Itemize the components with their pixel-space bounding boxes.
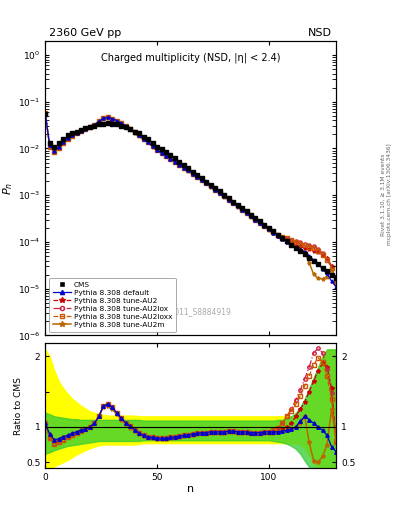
Pythia 8.308 tune-AU2loxx — [334, 280, 338, 286]
Pythia 8.308 default — [88, 124, 92, 130]
Pythia 8.308 tune-AU2 — [311, 248, 316, 254]
Pythia 8.308 tune-AU2lox — [311, 243, 316, 249]
Pythia 8.308 tune-AU2 — [168, 156, 173, 162]
Text: NSD: NSD — [308, 28, 332, 38]
Pythia 8.308 tune-AU2lox — [88, 124, 92, 130]
Text: Charged multiplicity (NSD, |η| < 2.4): Charged multiplicity (NSD, |η| < 2.4) — [101, 53, 280, 63]
Pythia 8.308 tune-AU2loxx — [88, 124, 92, 130]
CMS — [352, 288, 356, 294]
Pythia 8.308 tune-AU2 — [271, 229, 276, 236]
CMS — [334, 275, 338, 281]
Pythia 8.308 tune-AU2m — [168, 156, 173, 162]
Pythia 8.308 tune-AU2lox — [132, 130, 137, 136]
Pythia 8.308 tune-AU2m — [334, 279, 338, 285]
Pythia 8.308 tune-AU2 — [88, 124, 92, 130]
Text: 2360 GeV pp: 2360 GeV pp — [49, 28, 121, 38]
Pythia 8.308 tune-AU2 — [114, 117, 119, 123]
Pythia 8.308 tune-AU2m — [43, 110, 48, 116]
Pythia 8.308 default — [311, 257, 316, 263]
Pythia 8.308 default — [271, 229, 276, 236]
Pythia 8.308 tune-AU2loxx — [168, 156, 173, 162]
Pythia 8.308 tune-AU2m — [311, 271, 316, 278]
Pythia 8.308 tune-AU2lox — [168, 156, 173, 162]
Pythia 8.308 tune-AU2lox — [43, 110, 48, 116]
Pythia 8.308 default — [132, 130, 137, 136]
Pythia 8.308 tune-AU2loxx — [114, 117, 119, 123]
Y-axis label: Ratio to CMS: Ratio to CMS — [14, 377, 23, 435]
Text: mcplots.cern.ch [arXiv:1306.3436]: mcplots.cern.ch [arXiv:1306.3436] — [387, 144, 392, 245]
Pythia 8.308 tune-AU2 — [132, 130, 137, 136]
Pythia 8.308 tune-AU2loxx — [271, 229, 276, 235]
CMS — [266, 225, 271, 231]
Pythia 8.308 tune-AU2loxx — [43, 110, 48, 116]
CMS — [307, 254, 312, 261]
Pythia 8.308 tune-AU2loxx — [311, 245, 316, 251]
Pythia 8.308 tune-AU2m — [88, 124, 92, 130]
Legend: CMS, Pythia 8.308 default, Pythia 8.308 tune-AU2, Pythia 8.308 tune-AU2lox, Pyth: CMS, Pythia 8.308 default, Pythia 8.308 … — [49, 278, 176, 332]
Pythia 8.308 tune-AU2m — [132, 130, 137, 136]
Pythia 8.308 default — [114, 117, 119, 123]
Line: Pythia 8.308 tune-AU2: Pythia 8.308 tune-AU2 — [43, 111, 338, 284]
Pythia 8.308 tune-AU2lox — [334, 279, 338, 285]
Pythia 8.308 tune-AU2loxx — [132, 130, 137, 136]
Pythia 8.308 tune-AU2 — [43, 110, 48, 116]
Pythia 8.308 default — [168, 156, 173, 162]
Text: Rivet 3.1.10, ≥ 3.1M events: Rivet 3.1.10, ≥ 3.1M events — [381, 154, 386, 236]
Pythia 8.308 default — [43, 110, 48, 116]
Text: CMS_2011_S8884919: CMS_2011_S8884919 — [150, 307, 231, 316]
CMS — [43, 111, 48, 117]
Pythia 8.308 tune-AU2 — [334, 280, 338, 286]
Line: Pythia 8.308 default: Pythia 8.308 default — [44, 112, 338, 288]
Line: Pythia 8.308 tune-AU2lox: Pythia 8.308 tune-AU2lox — [44, 112, 338, 284]
Pythia 8.308 tune-AU2m — [271, 230, 276, 236]
Line: CMS: CMS — [43, 112, 393, 329]
Pythia 8.308 tune-AU2m — [114, 118, 119, 124]
CMS — [240, 205, 244, 211]
Pythia 8.308 tune-AU2lox — [271, 229, 276, 235]
Line: Pythia 8.308 tune-AU2loxx: Pythia 8.308 tune-AU2loxx — [44, 112, 338, 285]
Line: Pythia 8.308 tune-AU2m: Pythia 8.308 tune-AU2m — [43, 111, 338, 284]
Pythia 8.308 tune-AU2lox — [114, 117, 119, 123]
CMS — [365, 297, 370, 304]
X-axis label: n: n — [187, 484, 194, 494]
Pythia 8.308 default — [334, 284, 338, 290]
Y-axis label: $P_n$: $P_n$ — [1, 182, 15, 195]
